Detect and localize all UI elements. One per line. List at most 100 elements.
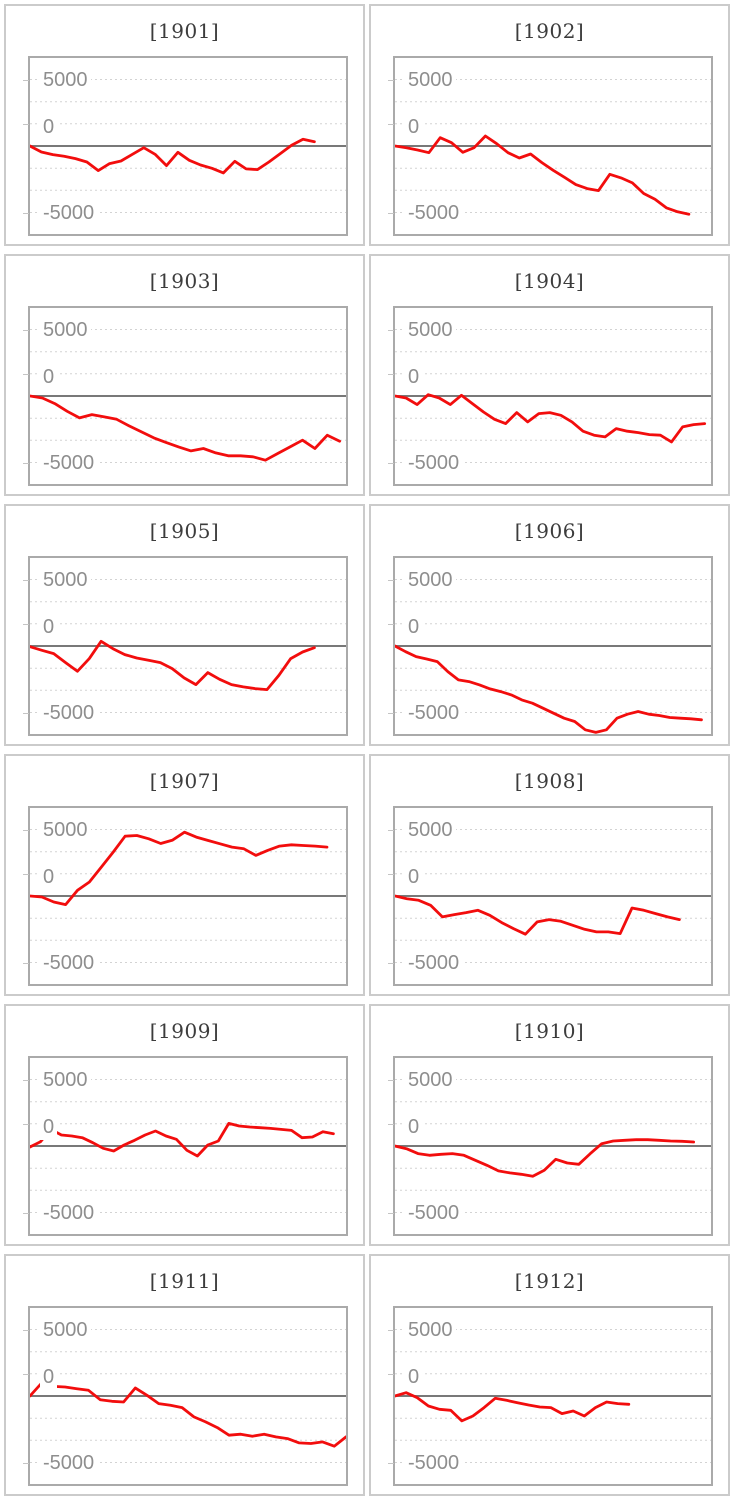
- chart-title: [1908]: [514, 769, 585, 793]
- y-axis-tick: [23, 962, 29, 964]
- data-series-line: [395, 134, 691, 216]
- chart-panel-1906: [1906] 5000 0 -5000: [369, 504, 730, 746]
- line-chart-svg: [395, 829, 711, 963]
- plot-area: 5000 0 -5000: [23, 1306, 348, 1486]
- y-axis-label--5000: -5000: [405, 699, 463, 726]
- plot-area: 5000 0 -5000: [388, 1306, 713, 1486]
- y-axis-tick: [23, 79, 29, 81]
- y-axis-tick: [23, 1124, 29, 1125]
- y-axis-label-5000: 5000: [405, 1316, 456, 1343]
- data-series-line: [395, 894, 681, 936]
- y-axis-label-5000: 5000: [40, 316, 91, 343]
- y-axis-tick: [388, 1329, 394, 1331]
- line-chart-svg: [30, 829, 346, 963]
- chart-panel-1909: [1909] 5000 0 -5000: [4, 1004, 365, 1246]
- plot-area: 5000 0 -5000: [388, 306, 713, 486]
- plot-area: 5000 0 -5000: [388, 1056, 713, 1236]
- y-axis-tick: [23, 1462, 29, 1464]
- y-axis-tick: [23, 1079, 29, 1081]
- y-axis-tick: [388, 624, 394, 625]
- line-chart-svg: [30, 579, 346, 713]
- y-axis-tick: [388, 1212, 394, 1214]
- plot-area: 5000 0 -5000: [23, 306, 348, 486]
- chart-panel-1904: [1904] 5000 0 -5000: [369, 254, 730, 496]
- data-series-line: [395, 393, 707, 444]
- line-chart-svg: [395, 1079, 711, 1213]
- chart-title: [1904]: [514, 269, 585, 293]
- y-axis-tick: [388, 212, 394, 214]
- chart-panel-1910: [1910] 5000 0 -5000: [369, 1004, 730, 1246]
- y-axis-label-0: 0: [40, 364, 58, 390]
- y-axis-label--5000: -5000: [40, 949, 98, 976]
- chart-panel-1907: [1907] 5000 0 -5000: [4, 754, 365, 996]
- line-chart-svg: [30, 329, 346, 463]
- y-axis-label-0: 0: [40, 614, 58, 640]
- y-axis-label-5000: 5000: [40, 816, 91, 843]
- data-series-line: [395, 1138, 696, 1178]
- y-axis-label--5000: -5000: [405, 1199, 463, 1226]
- y-axis-tick: [388, 829, 394, 831]
- plot-area: 5000 0 -5000: [23, 556, 348, 736]
- chart-title: [1905]: [149, 519, 220, 543]
- y-axis-tick: [23, 212, 29, 214]
- y-axis-label-0: 0: [40, 864, 58, 890]
- y-axis-tick: [388, 1462, 394, 1464]
- y-axis-label-5000: 5000: [40, 566, 91, 593]
- y-axis-tick: [23, 462, 29, 464]
- y-axis-tick: [23, 1212, 29, 1214]
- chart-title: [1909]: [149, 1019, 220, 1043]
- y-axis-label--5000: -5000: [40, 699, 98, 726]
- chart-title: [1903]: [149, 269, 220, 293]
- y-axis-label-5000: 5000: [405, 816, 456, 843]
- y-axis-tick: [23, 874, 29, 875]
- y-axis-label-0: 0: [405, 1364, 423, 1390]
- line-chart-svg: [30, 1079, 346, 1213]
- y-axis-tick: [23, 579, 29, 581]
- y-axis-label--5000: -5000: [405, 199, 463, 226]
- y-axis-label-5000: 5000: [405, 316, 456, 343]
- chart-panel-1903: [1903] 5000 0 -5000: [4, 254, 365, 496]
- y-axis-label--5000: -5000: [405, 449, 463, 476]
- y-axis-tick: [388, 1124, 394, 1125]
- y-axis-label-5000: 5000: [405, 566, 456, 593]
- line-chart-svg: [395, 1329, 711, 1463]
- data-series-line: [30, 1381, 346, 1448]
- y-axis-tick: [388, 124, 394, 125]
- y-axis-label-0: 0: [405, 864, 423, 890]
- y-axis-label-0: 0: [405, 1114, 423, 1140]
- y-axis-tick: [23, 624, 29, 625]
- y-axis-tick: [388, 1374, 394, 1375]
- line-chart-svg: [30, 1329, 346, 1463]
- line-chart-svg: [395, 579, 711, 734]
- y-axis-tick: [23, 829, 29, 831]
- data-series-line: [30, 1122, 335, 1158]
- y-axis-tick: [388, 579, 394, 581]
- y-axis-label-5000: 5000: [405, 66, 456, 93]
- y-axis-tick: [388, 1079, 394, 1081]
- y-axis-label-0: 0: [405, 614, 423, 640]
- data-series-line: [395, 1391, 631, 1423]
- y-axis-label-0: 0: [405, 114, 423, 140]
- line-chart-svg: [395, 329, 711, 463]
- plot-area: 5000 0 -5000: [23, 56, 348, 236]
- y-axis-tick: [23, 374, 29, 375]
- y-axis-label--5000: -5000: [40, 199, 98, 226]
- chart-panel-1908: [1908] 5000 0 -5000: [369, 754, 730, 996]
- chart-title: [1902]: [514, 19, 585, 43]
- chart-panel-1911: [1911] 5000 0 -5000: [4, 1254, 365, 1496]
- data-series-line: [30, 137, 316, 175]
- y-axis-label-5000: 5000: [40, 66, 91, 93]
- plot-area: 5000 0 -5000: [388, 56, 713, 236]
- y-axis-tick: [388, 462, 394, 464]
- y-axis-tick: [388, 79, 394, 81]
- y-axis-label-0: 0: [40, 114, 58, 140]
- chart-title: [1901]: [149, 19, 220, 43]
- data-series-line: [30, 830, 329, 906]
- plot-area: 5000 0 -5000: [388, 806, 713, 986]
- y-axis-label-0: 0: [40, 1364, 58, 1390]
- chart-panel-1905: [1905] 5000 0 -5000: [4, 504, 365, 746]
- y-axis-tick: [23, 712, 29, 714]
- plot-area: 5000 0 -5000: [23, 1056, 348, 1236]
- data-series-line: [30, 394, 342, 462]
- data-series-line: [30, 639, 316, 692]
